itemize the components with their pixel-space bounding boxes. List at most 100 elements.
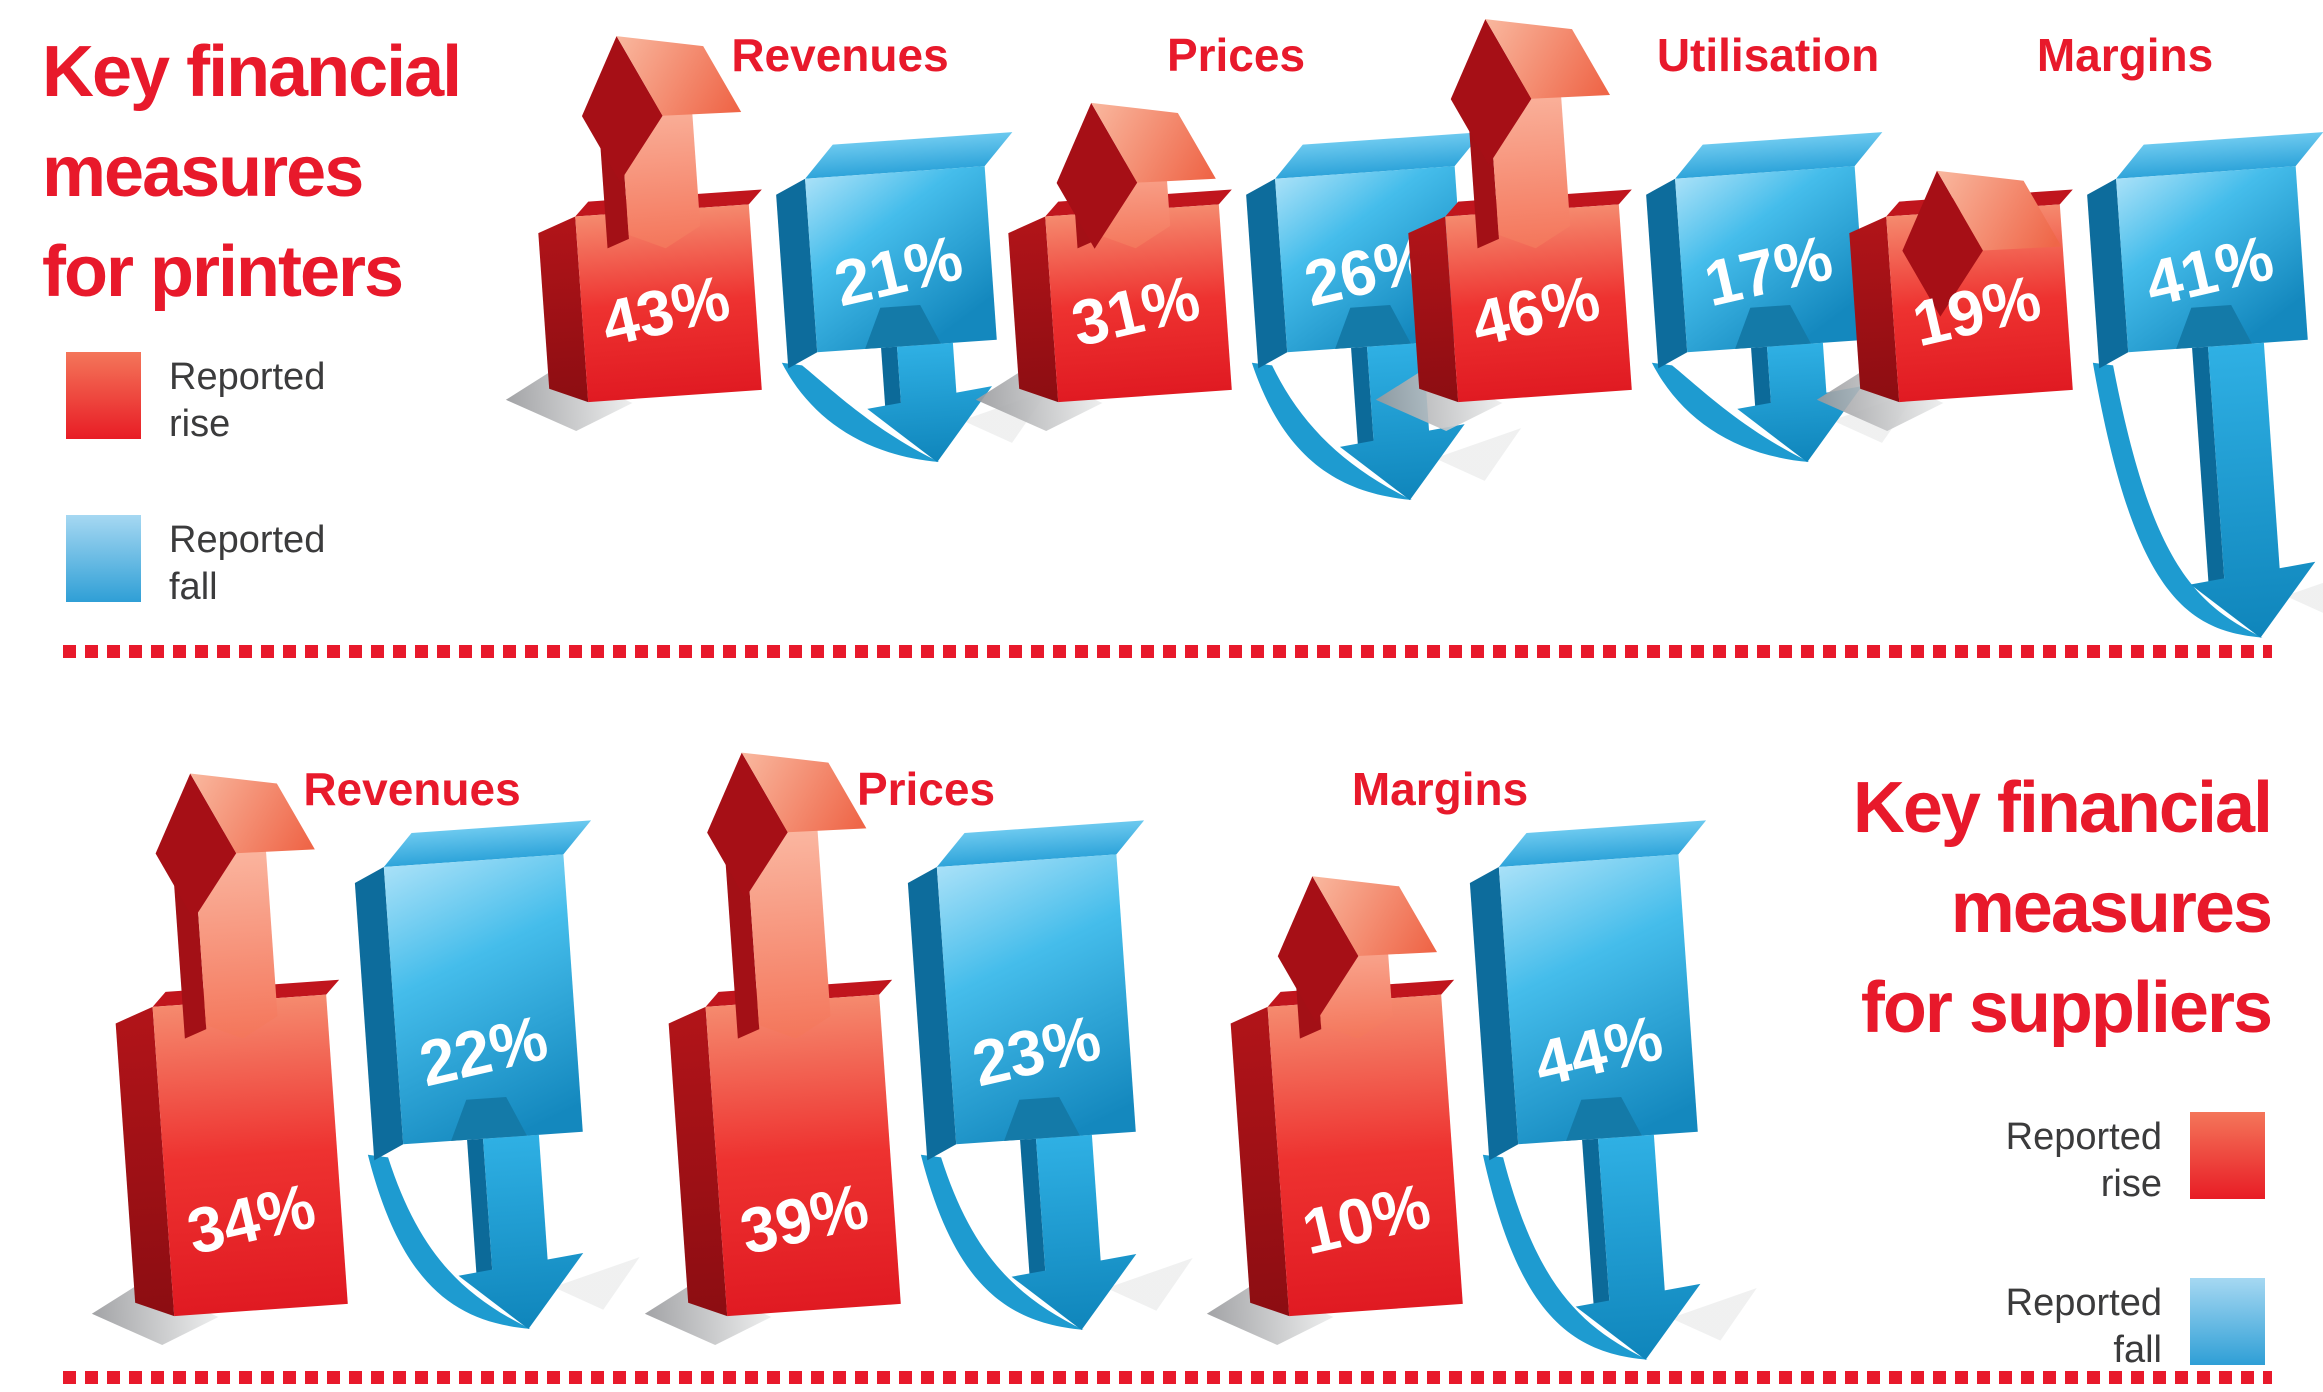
fall-arrow: 17% bbox=[1646, 132, 1919, 463]
fall-block-top-face bbox=[383, 820, 592, 867]
fall-arrowhead bbox=[1339, 424, 1465, 501]
rise-arrowhead-back bbox=[1450, 19, 1532, 165]
rise-block-front-face bbox=[152, 994, 348, 1317]
legend-fall-suppliers: Reported fall bbox=[2006, 1278, 2265, 1374]
rise-arrow: 34% bbox=[91, 773, 348, 1345]
rise-block-side-face bbox=[1849, 216, 1900, 403]
fall-block-side-face bbox=[1469, 866, 1519, 1161]
rise-arrowhead-back bbox=[1277, 876, 1359, 1023]
rise-arrowhead-front bbox=[741, 752, 867, 833]
arrow-pair: 34% 22% bbox=[91, 773, 640, 1345]
suppliers-title-line-2: measures bbox=[1950, 868, 2273, 948]
fall-shaft-side bbox=[1582, 1138, 1611, 1318]
legend-fall-swatch bbox=[66, 515, 141, 602]
fall-shadow bbox=[1106, 1258, 1193, 1311]
legend-fall-swatch-suppliers bbox=[2190, 1278, 2265, 1365]
fall-shadow bbox=[1434, 428, 1522, 481]
fall-block-front-face bbox=[1675, 166, 1867, 353]
rise-block-front-face bbox=[705, 994, 901, 1317]
rise-arrowhead bbox=[155, 773, 315, 920]
fall-shaft-front bbox=[2208, 342, 2281, 589]
fall-shaft-front bbox=[483, 1134, 549, 1280]
fall-arrowhead bbox=[458, 1252, 584, 1329]
fall-block-notch bbox=[865, 304, 941, 349]
rise-arrow: 19% bbox=[1816, 170, 2073, 431]
legend-rise-printers: Reported rise bbox=[66, 352, 325, 448]
fall-arrowhead bbox=[1575, 1283, 1701, 1360]
rise-block-side-face bbox=[668, 1006, 728, 1317]
rise-arrowhead-front bbox=[1091, 102, 1216, 183]
fall-shaft-side bbox=[1351, 346, 1375, 458]
rise-arrowhead bbox=[1277, 876, 1438, 1023]
legend-rise-word-1: Reported bbox=[2005, 1116, 2162, 1158]
rise-arrow: 31% bbox=[975, 102, 1232, 431]
legend-fall-word-1: Reported bbox=[2005, 1282, 2162, 1324]
group-label-printers-utilisation: Utilisation bbox=[1656, 29, 1880, 81]
rise-arrowhead-front bbox=[190, 773, 315, 854]
legend-rise-swatch-suppliers bbox=[2190, 1112, 2265, 1199]
rise-arrow: 46% bbox=[1375, 19, 1632, 431]
legend-fall-printers: Reported fall bbox=[66, 515, 325, 611]
fall-block-front-face bbox=[936, 854, 1136, 1145]
fall-block-front-face bbox=[805, 166, 997, 353]
rise-arrow: 43% bbox=[505, 36, 762, 431]
arrow-group-suppliers-prices: 39% 23% bbox=[639, 700, 1199, 1392]
suppliers-title: Key financial measures for suppliers bbox=[1852, 758, 2273, 1058]
fall-arrow: 44% bbox=[1469, 820, 1757, 1360]
rise-arrowhead-back bbox=[1056, 102, 1138, 249]
fall-block-top-face bbox=[1498, 820, 1707, 867]
rise-arrowhead bbox=[1450, 19, 1610, 165]
fall-arrow: 23% bbox=[907, 820, 1193, 1330]
fall-shaft-front bbox=[1767, 342, 1828, 413]
legend-fall-label-suppliers: Reported fall bbox=[2006, 1278, 2162, 1374]
legend-rise-suppliers: Reported rise bbox=[2006, 1112, 2265, 1208]
fall-block-top-face bbox=[1275, 132, 1483, 179]
fall-swoosh bbox=[367, 1154, 531, 1329]
rise-arrowhead-back bbox=[155, 773, 237, 920]
fall-swoosh bbox=[1651, 362, 1810, 463]
group-label-suppliers-margins: Margins bbox=[1351, 763, 1529, 815]
fall-block-front-face bbox=[1498, 854, 1698, 1145]
rise-shadow bbox=[91, 1282, 219, 1345]
legend-rise-word-2: rise bbox=[2100, 1163, 2162, 1205]
rise-arrowhead bbox=[1902, 170, 2062, 317]
fall-block-front-face bbox=[383, 854, 583, 1145]
fall-shaft-front bbox=[1598, 1134, 1666, 1311]
fall-arrow: 41% bbox=[2087, 132, 2323, 638]
fall-block-side-face bbox=[1246, 178, 1288, 369]
rise-arrowhead-front bbox=[1312, 876, 1438, 956]
rise-shadow bbox=[975, 368, 1103, 431]
fall-block-notch bbox=[1335, 304, 1411, 349]
fall-shadow bbox=[1670, 1287, 1757, 1341]
fall-arrowhead bbox=[867, 386, 993, 463]
fall-shaft-side bbox=[2192, 346, 2225, 596]
fall-shaft-side bbox=[881, 346, 902, 420]
legend-rise-swatch bbox=[66, 352, 141, 439]
rise-block-front-face bbox=[1445, 204, 1632, 403]
fall-block-side-face bbox=[776, 178, 818, 369]
rise-block-side-face bbox=[1230, 1006, 1290, 1317]
fall-arrowhead bbox=[1011, 1253, 1137, 1330]
rise-block-side-face bbox=[1008, 216, 1059, 403]
rise-block-side-face bbox=[1408, 216, 1459, 403]
rise-arrow: 10% bbox=[1206, 876, 1463, 1345]
fall-block-front-face bbox=[2116, 166, 2308, 353]
fall-block-notch bbox=[451, 1096, 527, 1141]
rise-arrow: 39% bbox=[644, 752, 901, 1345]
group-label-printers-prices: Prices bbox=[1166, 29, 1306, 81]
arrow-pair: 19% 41% bbox=[1816, 132, 2323, 638]
legend-rise-word-1: Reported bbox=[169, 356, 326, 398]
suppliers-title-line-1: Key financial bbox=[1852, 768, 2273, 848]
legend-fall-word-1: Reported bbox=[169, 519, 326, 561]
group-label-printers-revenues: Revenues bbox=[731, 29, 949, 81]
rise-arrowhead-front bbox=[1936, 170, 2062, 251]
fall-block-side-face bbox=[1646, 178, 1688, 369]
fall-swoosh bbox=[1251, 362, 1412, 500]
fall-block-notch bbox=[1566, 1096, 1642, 1141]
printers-title-line-3: for printers bbox=[42, 232, 404, 312]
fall-block-top-face bbox=[2116, 132, 2323, 179]
legend-rise-label-suppliers: Reported rise bbox=[2006, 1112, 2162, 1208]
rise-block-front-face bbox=[575, 204, 762, 403]
fall-swoosh bbox=[920, 1154, 1084, 1330]
